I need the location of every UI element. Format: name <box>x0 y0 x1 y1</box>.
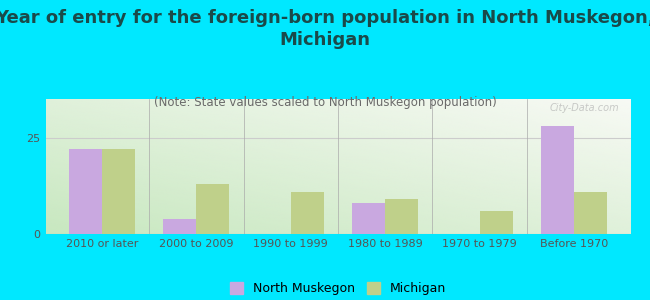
Bar <box>102 149 135 234</box>
Bar <box>385 199 418 234</box>
Bar <box>574 192 607 234</box>
Bar <box>480 211 513 234</box>
Bar <box>196 184 229 234</box>
Bar <box>69 149 102 234</box>
Text: (Note: State values scaled to North Muskegon population): (Note: State values scaled to North Musk… <box>153 96 497 109</box>
Text: City-Data.com: City-Data.com <box>549 103 619 113</box>
Bar <box>163 219 196 234</box>
Legend: North Muskegon, Michigan: North Muskegon, Michigan <box>230 282 446 295</box>
Bar <box>541 126 574 234</box>
Bar <box>291 192 324 234</box>
Text: Year of entry for the foreign-born population in North Muskegon,
Michigan: Year of entry for the foreign-born popul… <box>0 9 650 49</box>
Bar <box>352 203 385 234</box>
